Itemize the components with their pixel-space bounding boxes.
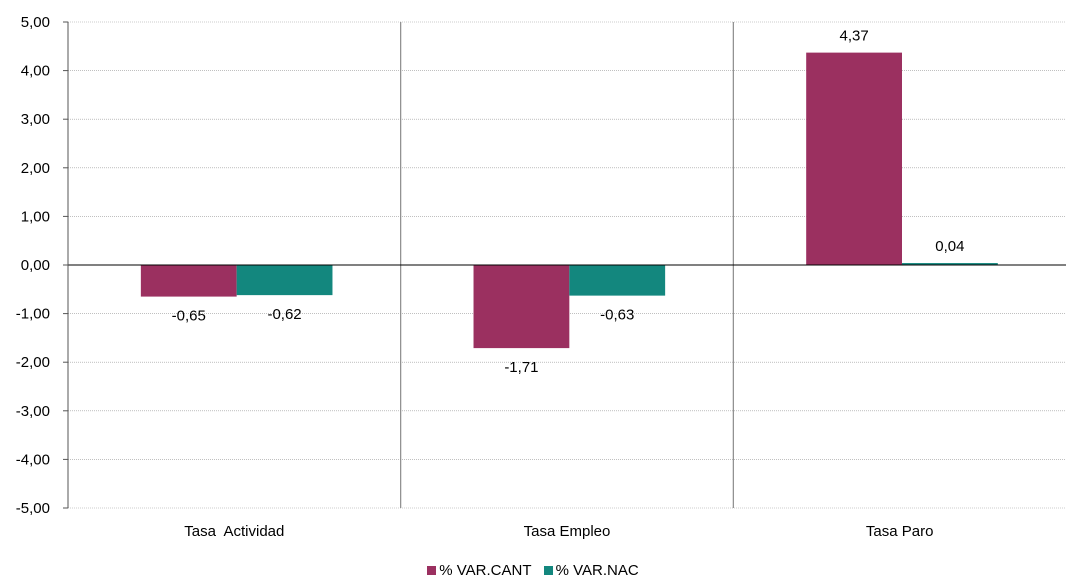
bar	[473, 265, 570, 349]
data-labels: -0,65 -0,62 -1,71 -0,63 4,37 0,04	[172, 28, 965, 376]
x-tick-label: Tasa Empleo	[524, 523, 611, 540]
legend-label: % VAR.CANT	[439, 562, 532, 579]
data-label: -0,62	[267, 306, 301, 323]
data-label: -0,63	[600, 307, 634, 324]
gridlines	[68, 21, 1066, 509]
data-label: -0,65	[172, 308, 206, 325]
y-tick-label: -4,00	[16, 451, 50, 468]
x-tick-label: Tasa Paro	[866, 523, 934, 540]
bar	[140, 265, 237, 297]
y-tick-label: 0,00	[21, 257, 50, 274]
y-tick-label: -1,00	[16, 306, 50, 323]
legend-swatch-icon	[427, 566, 437, 575]
y-tick-label: 3,00	[21, 111, 50, 128]
y-tick-label: 1,00	[21, 208, 50, 225]
legend-label: % VAR.NAC	[555, 562, 639, 579]
y-tick-label: 5,00	[21, 14, 50, 31]
x-axis-labels: Tasa Actividad Tasa Empleo Tasa Paro	[184, 523, 933, 540]
bar	[806, 52, 902, 266]
y-tick-label: -3,00	[16, 403, 50, 420]
legend-item-series-2: % VAR.NAC	[543, 562, 639, 579]
bar-chart: 5,00 4,00 3,00 2,00 1,00 0,00 -1,00 -2,00 -3,00 -…	[16, 14, 1066, 540]
y-tick-label: -5,00	[16, 500, 50, 517]
bar	[901, 263, 998, 265]
data-label: 4,37	[839, 28, 868, 45]
x-tick-label: Tasa Actividad	[184, 523, 284, 540]
bar	[569, 265, 666, 296]
data-label: -1,71	[504, 359, 538, 376]
legend-swatch-icon	[543, 566, 553, 575]
data-label: 0,04	[935, 238, 964, 255]
y-tick-label: 4,00	[21, 63, 50, 80]
bar	[236, 265, 333, 296]
y-axis-ticks: 5,00 4,00 3,00 2,00 1,00 0,00 -1,00 -2,00 -3,00 -…	[16, 14, 69, 517]
legend: % VAR.CANT % VAR.NAC	[0, 562, 1066, 579]
y-tick-label: 2,00	[21, 160, 50, 177]
bars	[140, 52, 998, 349]
y-tick-label: -2,00	[16, 354, 50, 371]
legend-item-series-1: % VAR.CANT	[427, 562, 531, 579]
